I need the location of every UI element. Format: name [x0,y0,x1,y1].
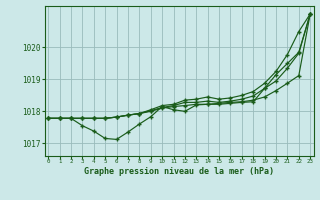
X-axis label: Graphe pression niveau de la mer (hPa): Graphe pression niveau de la mer (hPa) [84,167,274,176]
